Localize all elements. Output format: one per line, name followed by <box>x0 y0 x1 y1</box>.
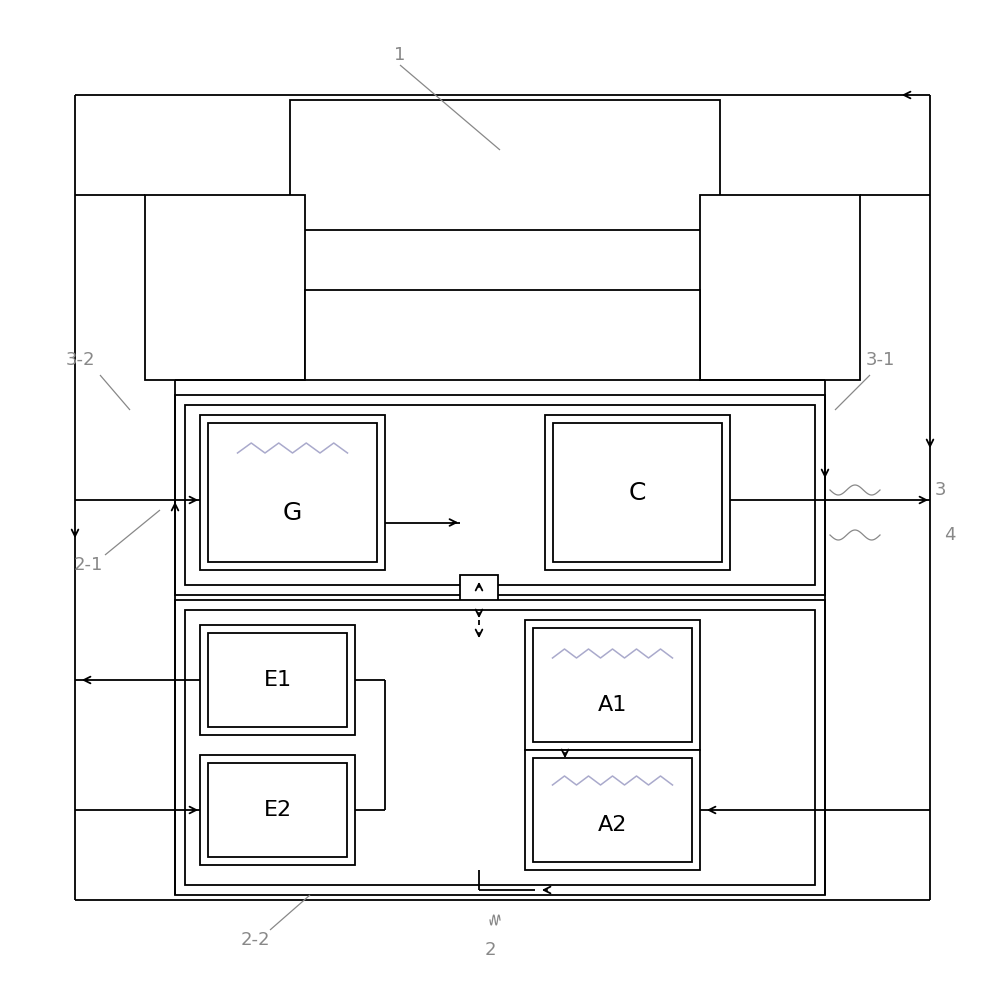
Text: A1: A1 <box>598 695 627 715</box>
Bar <box>305 290 700 380</box>
Text: E1: E1 <box>263 670 292 690</box>
Text: A2: A2 <box>598 815 627 835</box>
Text: 3: 3 <box>934 481 946 499</box>
Bar <box>185 610 815 885</box>
Text: 3-2: 3-2 <box>65 351 95 369</box>
Bar <box>533 628 692 742</box>
Text: 3-1: 3-1 <box>865 351 895 369</box>
Bar <box>175 600 825 895</box>
Text: 2: 2 <box>484 941 496 959</box>
Bar <box>525 620 700 750</box>
Bar <box>200 625 355 735</box>
Text: E2: E2 <box>263 800 292 820</box>
Text: 2-1: 2-1 <box>73 556 103 574</box>
Text: 1: 1 <box>394 46 406 64</box>
Bar <box>200 755 355 865</box>
Bar <box>525 750 700 870</box>
Bar <box>533 758 692 862</box>
Bar <box>200 415 385 570</box>
Text: C: C <box>629 480 646 505</box>
Bar <box>185 405 815 585</box>
Bar <box>208 763 347 857</box>
Text: 2-2: 2-2 <box>240 931 270 949</box>
Bar <box>700 195 860 380</box>
Text: G: G <box>283 501 302 525</box>
Bar <box>208 423 377 562</box>
Text: 4: 4 <box>944 526 956 544</box>
Bar <box>175 395 825 595</box>
Bar <box>290 100 720 230</box>
Bar <box>553 423 722 562</box>
Bar <box>145 195 305 380</box>
Bar <box>545 415 730 570</box>
Bar <box>460 575 498 625</box>
Bar <box>208 633 347 727</box>
